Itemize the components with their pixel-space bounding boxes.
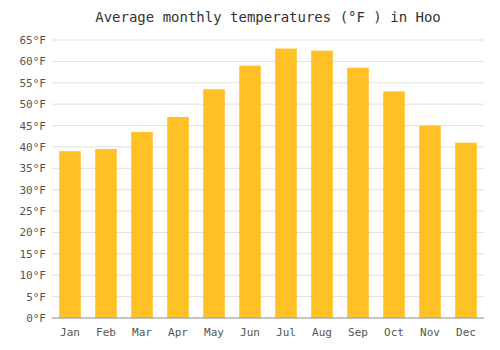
y-tick-label: 50°F <box>20 98 47 111</box>
bar <box>347 68 369 318</box>
x-tick-label: Oct <box>384 326 404 339</box>
y-tick-label: 35°F <box>20 162 47 175</box>
bar <box>419 126 441 318</box>
y-tick-label: 65°F <box>20 34 47 47</box>
bar <box>95 149 117 318</box>
x-tick-label: Jan <box>60 326 80 339</box>
bar <box>275 49 297 318</box>
bar <box>131 132 153 318</box>
grid-line <box>52 61 484 62</box>
x-tick-label: Dec <box>456 326 476 339</box>
y-tick-label: 40°F <box>20 141 47 154</box>
bar <box>203 89 225 318</box>
x-tick-label: Jul <box>276 326 296 339</box>
y-tick-label: 45°F <box>20 120 47 133</box>
y-tick-label: 25°F <box>20 205 47 218</box>
y-tick-label: 55°F <box>20 77 47 90</box>
y-tick-label: 10°F <box>20 269 47 282</box>
x-tick-label: Jun <box>240 326 260 339</box>
bar <box>455 143 477 318</box>
x-axis-line <box>52 318 484 319</box>
y-tick-label: 0°F <box>26 312 46 325</box>
bar <box>167 117 189 318</box>
y-tick-label: 30°F <box>20 184 47 197</box>
x-tick-label: Nov <box>420 326 440 339</box>
x-tick-labels: Jan Feb Mar Apr May Jun Jul Aug Sep Oct Nov Dec <box>60 326 476 339</box>
bar <box>59 151 81 318</box>
chart: Average monthly temperatures (°F ) in Ho… <box>0 0 500 350</box>
y-grid <box>52 40 484 318</box>
x-tick-label: Apr <box>168 326 188 339</box>
x-tick-label: May <box>204 326 224 339</box>
x-tick-label: Sep <box>348 326 368 339</box>
bar <box>311 51 333 318</box>
title: Average monthly temperatures (°F ) in Ho… <box>95 9 441 25</box>
y-tick-labels: 0°F 5°F 10°F 15°F 20°F 25°F 30°F 35°F 40°F 45°F 50… <box>20 34 47 325</box>
y-tick-label: 15°F <box>20 248 47 261</box>
y-tick-label: 5°F <box>26 291 46 304</box>
bar <box>239 66 261 318</box>
grid-line <box>52 82 484 83</box>
grid-line <box>52 40 484 41</box>
y-tick-label: 20°F <box>20 226 47 239</box>
x-tick-label: Mar <box>132 326 152 339</box>
bars <box>59 49 477 318</box>
x-tick-label: Feb <box>96 326 116 339</box>
x-tick-label: Aug <box>312 326 332 339</box>
grid-line <box>52 104 484 105</box>
chart-container: Average monthly temperatures (°F ) in Ho… <box>0 0 500 350</box>
y-tick-label: 60°F <box>20 55 47 68</box>
bar <box>383 91 405 318</box>
grid-line <box>52 318 484 319</box>
